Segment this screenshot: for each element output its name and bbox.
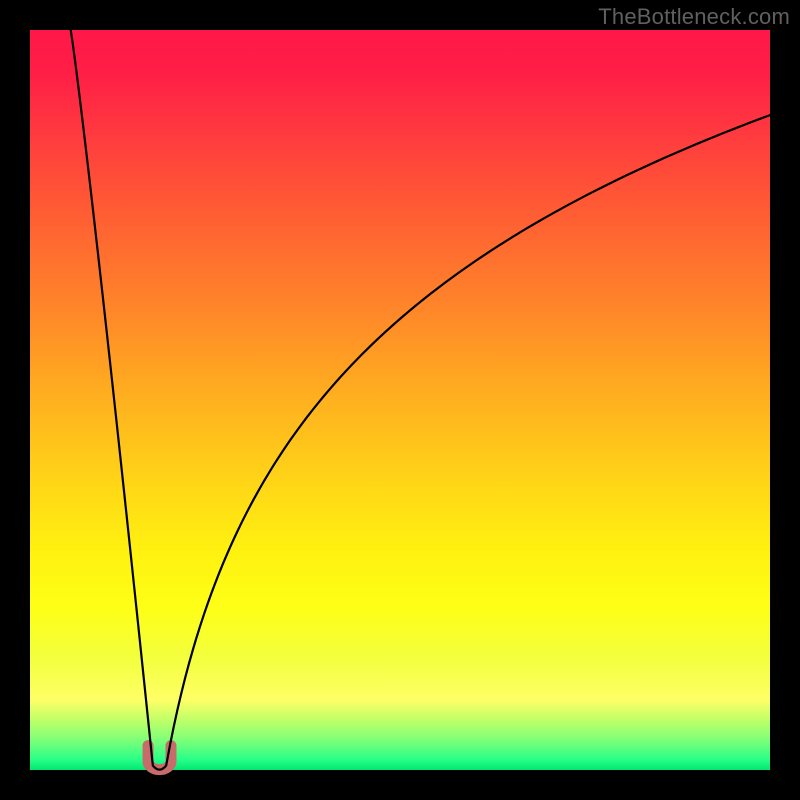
chart-svg: [0, 0, 800, 800]
chart-container: TheBottleneck.com: [0, 0, 800, 800]
attribution-text: TheBottleneck.com: [598, 4, 790, 30]
